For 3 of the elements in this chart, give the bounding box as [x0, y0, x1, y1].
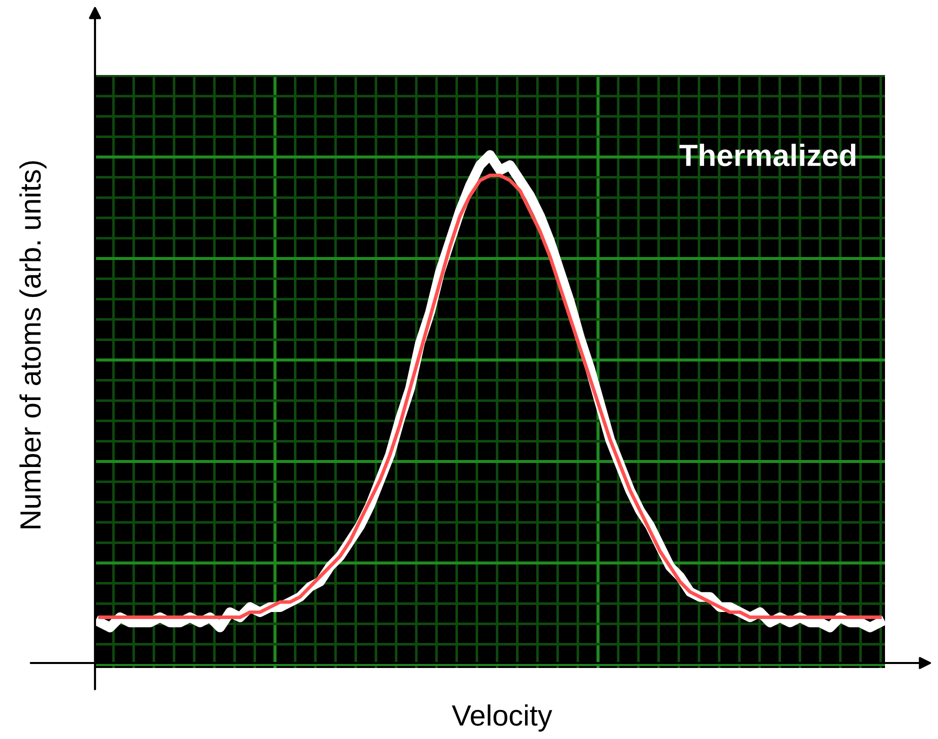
- annotation: Thermalized: [679, 144, 856, 166]
- y-axis-title: Number of atoms (arb. units): [19, 161, 47, 528]
- x-axis-title: Velocity: [452, 704, 552, 732]
